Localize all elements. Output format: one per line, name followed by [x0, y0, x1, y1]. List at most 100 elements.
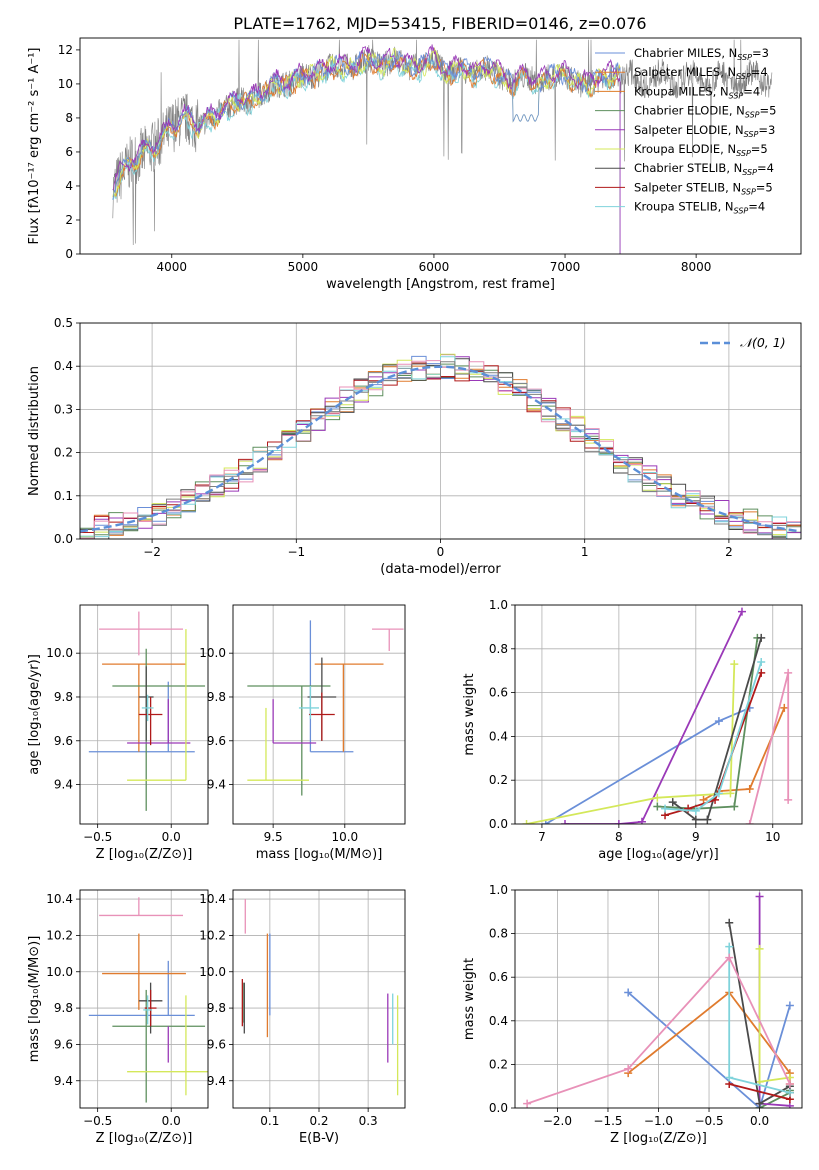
x-tick-label: 1 [581, 545, 589, 559]
plot-area [80, 890, 208, 1108]
x-tick-label: 6000 [419, 260, 450, 274]
plot-area [80, 323, 801, 539]
model-spectrum [112, 44, 621, 254]
y-tick-label: 9.8 [54, 1001, 73, 1015]
plot-area [112, 39, 773, 254]
y-tick-label: 1.0 [489, 883, 508, 897]
mass-weight-line [657, 637, 759, 810]
y-tick-label: 9.4 [54, 778, 73, 792]
legend-entry: 𝒩(0, 1) [740, 335, 786, 350]
plot-area [233, 605, 405, 824]
y-tick-label: 4 [65, 179, 73, 193]
y-tick-label: 10.0 [46, 965, 73, 979]
y-tick-label: 0.8 [489, 642, 508, 656]
mass-weight-point [725, 918, 734, 927]
mass-weight-line [627, 991, 791, 1108]
mass-weight-point [699, 795, 708, 804]
y-tick-label: 10.2 [199, 928, 226, 942]
y-tick-label: 9.8 [207, 1001, 226, 1015]
y-axis-label: mass [log₁₀(M/M⊙)] [27, 936, 42, 1063]
legend-entry: Salpeter ELODIE, NSSP=3 [634, 123, 775, 139]
x-tick-label: 7000 [550, 260, 581, 274]
plot-area [233, 890, 405, 1108]
mass-weight-point [624, 988, 633, 997]
mass-weight-point [684, 804, 693, 813]
y-tick-label: 9.6 [54, 734, 73, 748]
axes-frame [79, 889, 209, 1109]
x-axis-label: Z [log₁₀(Z/Z⊙)] [610, 1131, 707, 1146]
legend-entry: Chabrier ELODIE, NSSP=5 [634, 104, 776, 120]
x-tick-label: 2 [725, 545, 733, 559]
y-tick-label: 10.0 [199, 965, 226, 979]
x-tick-label: 0.0 [750, 1114, 769, 1128]
panel-mass_weight_vs_age: 7 8 9 10 0.0 0.2 0.4 0.6 0.8 1.0 age [log₁₀(age/yr… [462, 598, 803, 862]
panel-mass_weight_vs_Z: −2.0 −1.5 −1.0 −0.5 0.0 0.0 0.2 0.4 0.6 0.8 1.0 Z [… [462, 883, 803, 1146]
x-tick-label: 10.0 [331, 830, 358, 844]
mass-weight-point [668, 798, 677, 807]
x-tick-label: −0.5 [83, 1114, 112, 1128]
mass-weight-point [785, 1001, 794, 1010]
axes-frame [79, 604, 209, 825]
x-tick-label: −1.5 [593, 1114, 622, 1128]
x-tick-label: −1 [287, 545, 305, 559]
mass-weight-point [561, 820, 570, 824]
mass-weight-line [758, 948, 791, 1083]
x-tick-label: 9 [692, 830, 700, 844]
y-tick-label: 9.8 [207, 690, 226, 704]
y-tick-label: 9.6 [207, 1037, 226, 1051]
y-tick-label: 0.1 [54, 489, 73, 503]
mass-weight-point [725, 942, 734, 951]
y-tick-label: 9.4 [207, 1074, 226, 1088]
mass-weight-point [757, 633, 766, 642]
y-tick-label: 0.6 [489, 970, 508, 984]
y-tick-label: 9.8 [54, 690, 73, 704]
y-tick-label: 9.4 [54, 1074, 73, 1088]
y-tick-label: 8 [65, 111, 73, 125]
legend-entry: Chabrier MILES, NSSP=3 [634, 46, 769, 62]
y-tick-label: 0.2 [489, 773, 508, 787]
y-tick-label: 10 [58, 77, 73, 91]
mass-weight-point [755, 892, 764, 901]
mass-weight-point [785, 1080, 794, 1089]
x-tick-label: 10 [765, 830, 780, 844]
y-tick-label: 2 [65, 213, 73, 227]
x-tick-label: −0.5 [694, 1114, 723, 1128]
axes-frame [232, 604, 406, 825]
axes-frame [514, 604, 803, 825]
y-tick-label: 0.2 [489, 1057, 508, 1071]
y-tick-label: 12 [58, 43, 73, 57]
y-tick-label: 0.8 [489, 927, 508, 941]
y-axis-label: Normed distribution [27, 366, 42, 496]
x-tick-label: 0.3 [359, 1114, 378, 1128]
mass-weight-point [541, 820, 550, 824]
x-tick-label: 0 [437, 545, 445, 559]
y-tick-label: 0.4 [489, 729, 508, 743]
legend-entry: Kroupa ELODIE, NSSP=5 [634, 142, 768, 158]
panel-spectrum: 4000 5000 6000 7000 8000 0 2 4 6 8 10 12 wavelength … [27, 37, 802, 292]
x-tick-label: 4000 [156, 260, 187, 274]
mass-weight-line [664, 661, 763, 812]
x-tick-label: 8 [615, 830, 623, 844]
mass-weight-point [523, 1099, 532, 1108]
mass-weight-point [780, 703, 789, 712]
plot-area [80, 605, 208, 824]
x-axis-label: E(B-V) [299, 1131, 339, 1146]
mass-weight-point [637, 817, 646, 824]
mass-weight-line [565, 611, 743, 824]
mass-weight-point [755, 1099, 764, 1108]
y-tick-label: 6 [65, 145, 73, 159]
mass-weight-point [653, 802, 662, 811]
plot-area [515, 605, 802, 824]
y-tick-label: 0.0 [489, 1101, 508, 1115]
y-tick-label: 10.0 [46, 646, 73, 660]
mass-weight-point [714, 717, 723, 726]
gaussian-curve [80, 365, 801, 533]
legend-entry: Chabrier STELIB, NSSP=4 [634, 161, 774, 177]
y-tick-label: 9.6 [207, 734, 226, 748]
mass-weight-point [691, 815, 700, 824]
panel-residuals: −2 −1 0 1 2 0.0 0.1 0.2 0.3 0.4 0.5 (data-model)/er… [27, 316, 802, 577]
x-tick-label: −1.0 [644, 1114, 673, 1128]
plot-area [515, 890, 802, 1108]
mass-weight-point [653, 793, 662, 802]
